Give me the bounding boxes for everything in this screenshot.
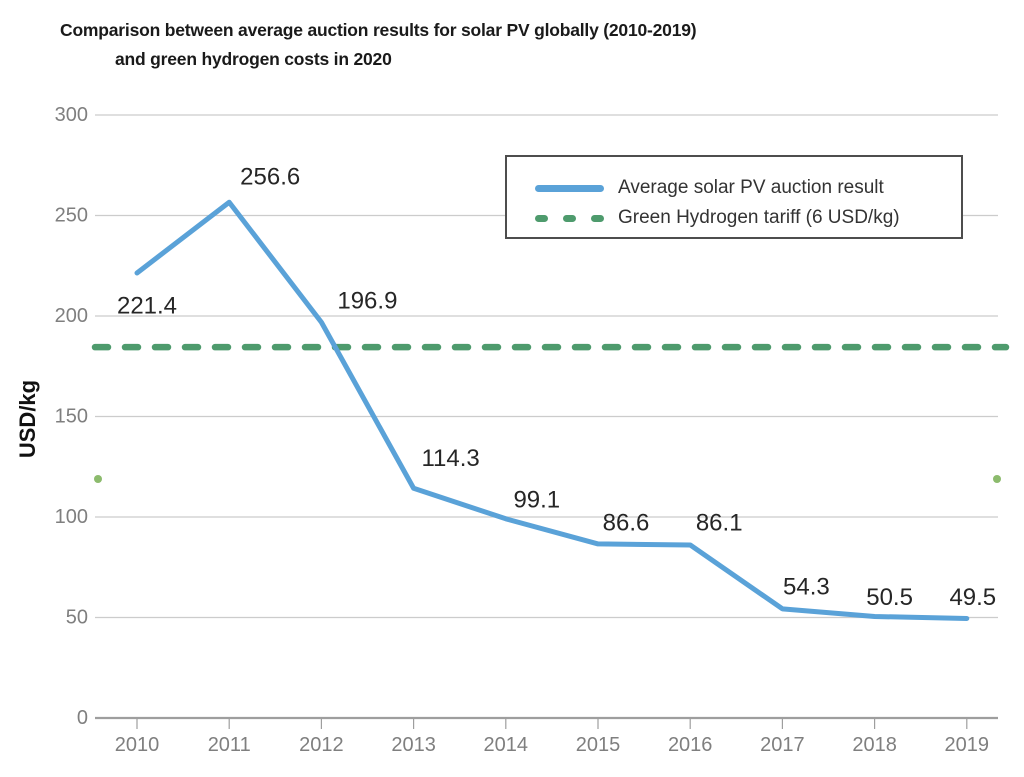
- legend-label-pv: Average solar PV auction result: [618, 177, 884, 198]
- x-tick-label: 2014: [484, 734, 529, 756]
- x-tick-label: 2015: [576, 734, 621, 756]
- x-tick-label: 2016: [668, 734, 713, 756]
- chart-title-line2: and green hydrogen costs in 2020: [115, 49, 392, 69]
- x-tick-label: 2018: [852, 734, 897, 756]
- y-tick-label: 300: [55, 104, 88, 126]
- data-label: 86.1: [696, 509, 743, 536]
- data-label: 86.6: [603, 509, 650, 536]
- x-tick-label: 2012: [299, 734, 344, 756]
- y-tick-label: 0: [77, 707, 88, 729]
- legend-item-hydrogen: Green Hydrogen tariff (6 USD/kg): [535, 204, 961, 232]
- x-tick-label: 2010: [115, 734, 160, 756]
- y-tick-label: 200: [55, 305, 88, 327]
- x-tick-label: 2011: [208, 734, 251, 756]
- y-tick-label: 250: [55, 205, 88, 227]
- hydrogen-line-swatch: [535, 214, 604, 222]
- pv-auction-line: [134, 199, 970, 622]
- x-tick-label: 2019: [945, 734, 990, 756]
- data-label: 50.5: [866, 584, 913, 611]
- y-tick-label: 50: [66, 607, 88, 629]
- legend-item-pv: Average solar PV auction result: [535, 174, 961, 202]
- data-label: 196.9: [337, 288, 397, 315]
- x-tick-label: 2017: [760, 734, 805, 756]
- data-label: 221.4: [117, 292, 177, 319]
- stray-green-dot: [94, 475, 102, 483]
- y-tick-label: 100: [55, 506, 88, 528]
- stray-green-dot: [993, 475, 1001, 483]
- chart-title: Comparison between average auction resul…: [60, 16, 697, 74]
- x-tick-label: 2013: [391, 734, 436, 756]
- legend-label-hydrogen: Green Hydrogen tariff (6 USD/kg): [618, 207, 900, 228]
- chart-title-line1: Comparison between average auction resul…: [60, 20, 697, 40]
- pv-line-swatch: [535, 184, 604, 192]
- data-label: 49.5: [949, 584, 996, 611]
- y-tick-label: 150: [55, 406, 88, 428]
- data-label: 256.6: [240, 164, 300, 191]
- legend: Average solar PV auction result Green Hy…: [505, 155, 963, 239]
- data-label: 114.3: [421, 445, 479, 472]
- data-label: 54.3: [783, 573, 830, 600]
- data-label: 99.1: [513, 486, 560, 513]
